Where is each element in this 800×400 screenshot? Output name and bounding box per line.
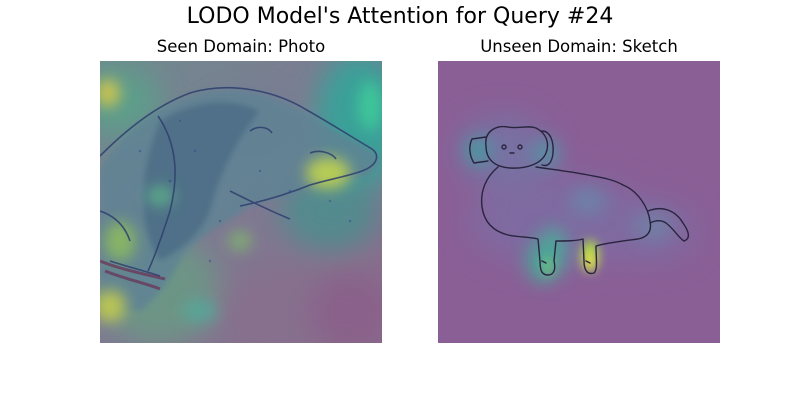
sketch-attention-image: [438, 61, 720, 343]
figure-title: LODO Model's Attention for Query #24: [186, 4, 614, 29]
photo-attention-image: [100, 61, 382, 343]
photo-panel-title: Seen Domain: Photo: [156, 37, 326, 56]
sketch-panel-title: Unseen Domain: Sketch: [480, 37, 678, 56]
